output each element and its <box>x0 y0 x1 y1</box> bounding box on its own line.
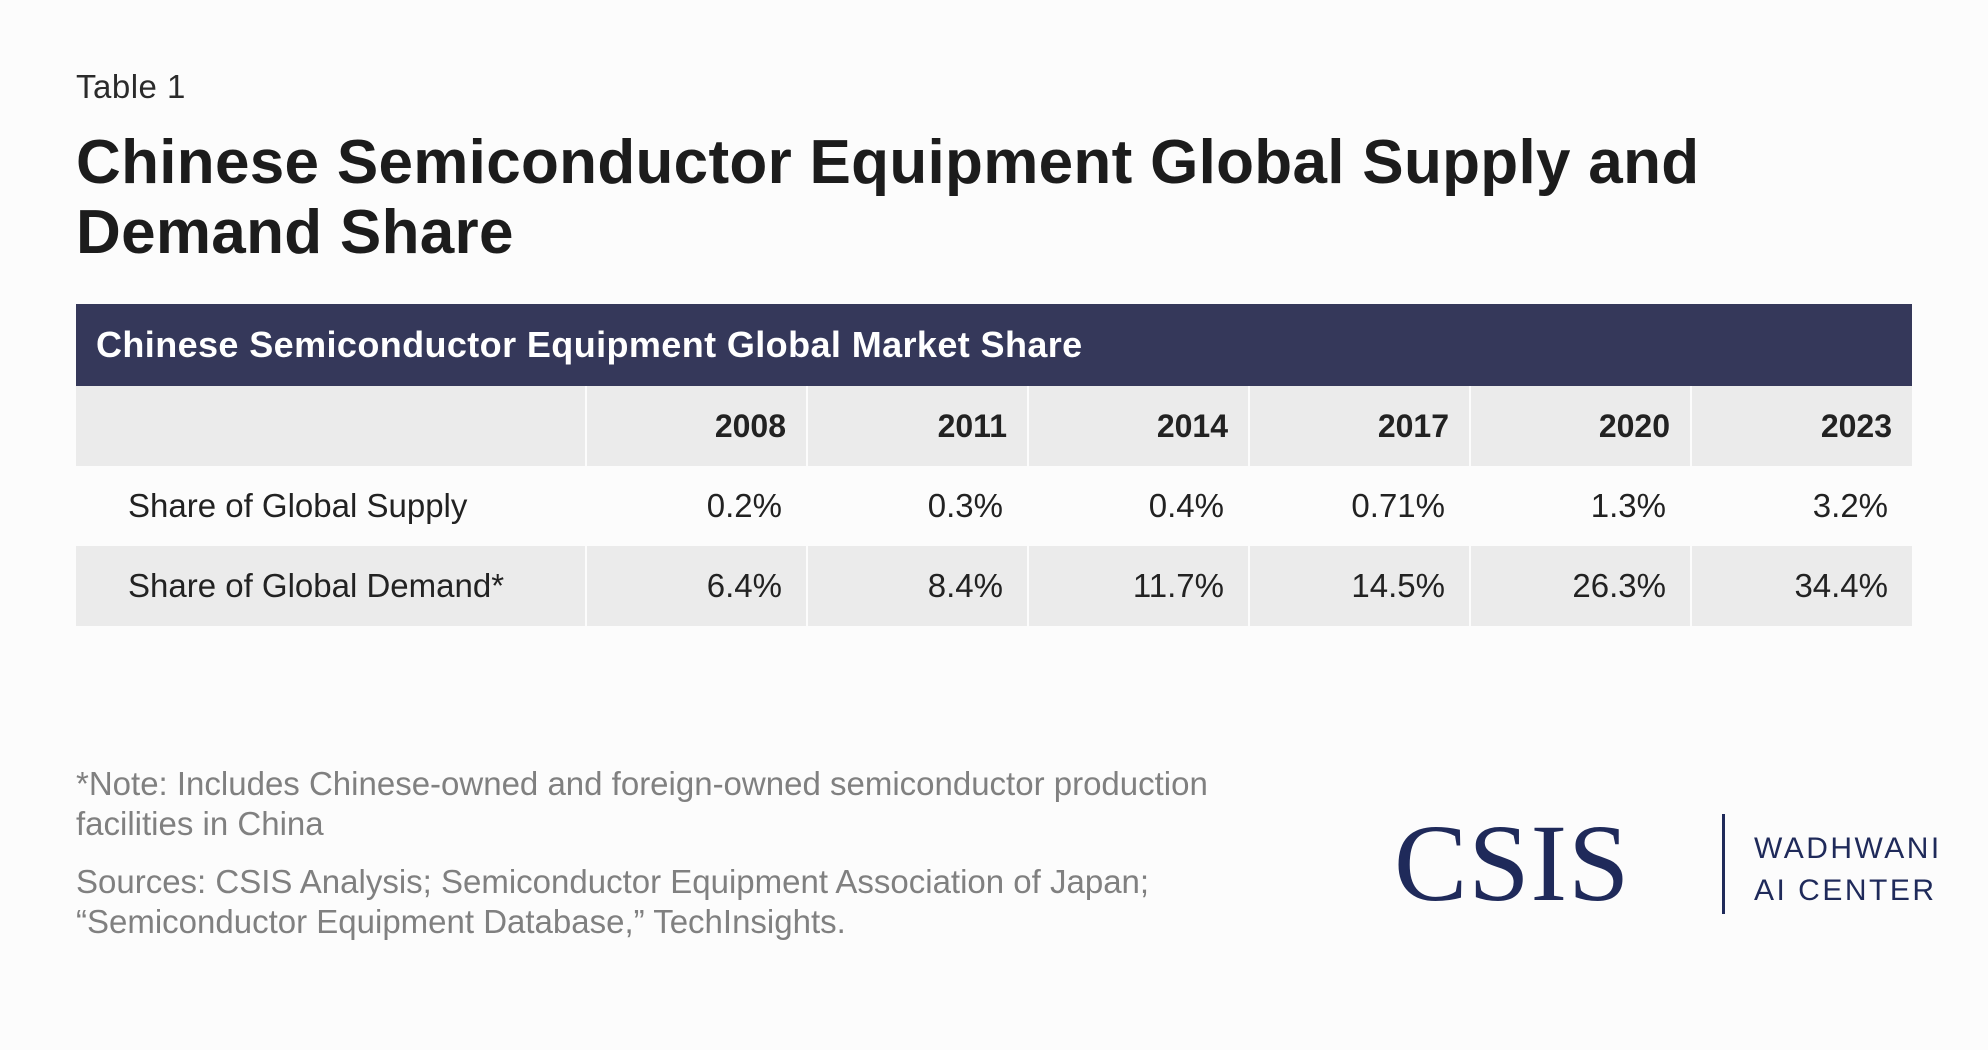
table-header-row: 2008 2011 2014 2017 2020 2023 <box>76 386 1913 466</box>
table-number: Table 1 <box>76 68 186 105</box>
logo-divider <box>1722 814 1725 914</box>
table-cell: 0.71% <box>1248 466 1470 546</box>
row-label: Share of Global Supply <box>128 487 468 524</box>
table-cell: 11.7% <box>1027 546 1249 626</box>
table-row: Share of Global Supply 0.2% 0.3% 0.4% 0.… <box>76 466 1913 546</box>
column-header: 2020 <box>1469 386 1691 466</box>
logo-subtitle-line: WADHWANI <box>1754 832 1942 865</box>
column-header: 2008 <box>585 386 807 466</box>
sources-note: Sources: CSIS Analysis; Semiconductor Eq… <box>76 863 1150 940</box>
table-cell: 34.4% <box>1689 546 1913 626</box>
column-header: 2017 <box>1248 386 1470 466</box>
logo-wordmark: CSIS <box>1394 802 1631 924</box>
table-cell: 26.3% <box>1469 546 1691 626</box>
table-row: Share of Global Demand* 6.4% 8.4% 11.7% … <box>76 546 1913 626</box>
table-cell: 6.4% <box>585 546 807 626</box>
column-header: 2023 <box>1689 386 1913 466</box>
table-banner-title: Chinese Semiconductor Equipment Global M… <box>76 304 1913 386</box>
csis-logo: CSIS WADHWANI AI CENTER <box>1394 802 1939 924</box>
table-cell: 0.4% <box>1027 466 1249 546</box>
table-cell: 3.2% <box>1689 466 1913 546</box>
footnote: *Note: Includes Chinese-owned and foreig… <box>76 765 1208 842</box>
figure: Table 1 Chinese Semiconductor Equipment … <box>76 0 1939 1050</box>
table-cell: 0.3% <box>806 466 1028 546</box>
logo-subtitle: WADHWANI AI CENTER <box>1754 828 1942 912</box>
page-title: Chinese Semiconductor Equipment Global S… <box>76 128 1700 267</box>
row-label: Share of Global Demand* <box>76 546 586 626</box>
column-header <box>76 386 586 466</box>
column-header: 2011 <box>806 386 1028 466</box>
table-cell: 14.5% <box>1248 546 1470 626</box>
table-cell: 8.4% <box>806 546 1028 626</box>
table-cell: 1.3% <box>1469 466 1691 546</box>
logo-subtitle-line: AI CENTER <box>1754 874 1937 907</box>
market-share-table: Chinese Semiconductor Equipment Global M… <box>76 304 1913 626</box>
column-header: 2014 <box>1027 386 1249 466</box>
table-cell: 0.2% <box>585 466 807 546</box>
